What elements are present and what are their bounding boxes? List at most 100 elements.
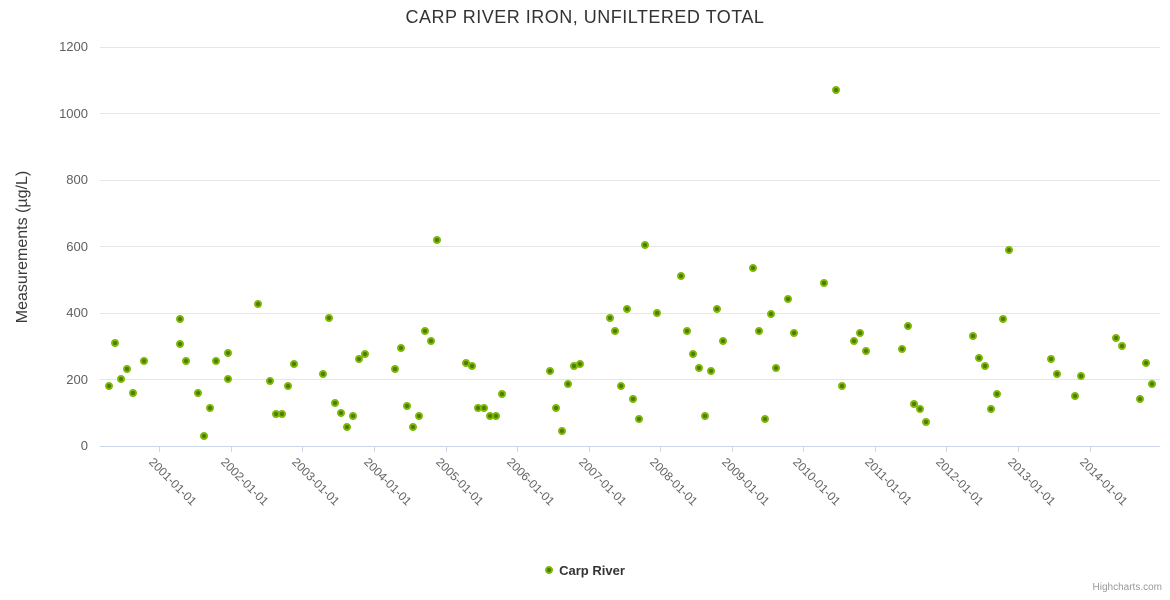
data-point[interactable] xyxy=(182,356,191,365)
data-point[interactable] xyxy=(498,390,507,399)
data-point[interactable] xyxy=(623,305,632,314)
data-point[interactable] xyxy=(921,418,930,427)
data-point[interactable] xyxy=(361,350,369,359)
data-point[interactable] xyxy=(1118,342,1127,350)
x-axis-tick xyxy=(803,445,805,452)
data-point[interactable] xyxy=(688,350,697,359)
data-point[interactable] xyxy=(772,363,781,372)
data-point[interactable] xyxy=(1052,370,1061,379)
data-point[interactable] xyxy=(611,327,620,335)
data-point[interactable] xyxy=(319,370,328,379)
data-point[interactable] xyxy=(176,315,185,324)
data-point[interactable] xyxy=(122,365,131,374)
data-point[interactable] xyxy=(1076,371,1085,380)
data-point[interactable] xyxy=(629,395,638,404)
data-point[interactable] xyxy=(897,345,906,354)
data-point[interactable] xyxy=(337,408,346,417)
data-point[interactable] xyxy=(432,235,441,244)
data-point[interactable] xyxy=(575,360,584,369)
data-point[interactable] xyxy=(981,361,990,370)
data-point[interactable] xyxy=(617,381,626,390)
data-point[interactable] xyxy=(754,327,763,335)
data-point[interactable] xyxy=(635,415,644,424)
data-point[interactable] xyxy=(760,415,769,424)
data-point[interactable] xyxy=(820,278,829,287)
data-point[interactable] xyxy=(223,348,232,357)
data-point[interactable] xyxy=(355,355,363,364)
data-point[interactable] xyxy=(128,388,137,397)
data-point[interactable] xyxy=(700,411,709,420)
data-point[interactable] xyxy=(1148,380,1157,389)
legend[interactable]: Carp River xyxy=(0,561,1170,579)
data-point[interactable] xyxy=(1112,333,1121,342)
data-point[interactable] xyxy=(289,360,298,369)
data-point[interactable] xyxy=(712,305,721,314)
data-point[interactable] xyxy=(999,315,1007,324)
x-axis-tick xyxy=(230,445,232,452)
data-point[interactable] xyxy=(206,403,214,412)
data-point[interactable] xyxy=(718,337,727,345)
data-point[interactable] xyxy=(277,410,286,419)
data-point[interactable] xyxy=(426,337,435,345)
data-point[interactable] xyxy=(551,403,560,412)
data-point[interactable] xyxy=(468,361,477,370)
data-point[interactable] xyxy=(987,405,996,414)
data-point[interactable] xyxy=(480,403,489,412)
data-point[interactable] xyxy=(390,365,399,374)
data-point[interactable] xyxy=(211,356,220,365)
data-point[interactable] xyxy=(861,347,870,355)
data-point[interactable] xyxy=(349,411,358,420)
data-point[interactable] xyxy=(766,310,775,319)
data-point[interactable] xyxy=(790,328,799,337)
data-point[interactable] xyxy=(993,390,1001,399)
data-point[interactable] xyxy=(557,426,566,435)
data-point[interactable] xyxy=(420,327,429,335)
data-point[interactable] xyxy=(492,411,501,420)
data-point[interactable] xyxy=(331,398,340,407)
data-point[interactable] xyxy=(1142,358,1151,367)
data-point[interactable] xyxy=(641,240,650,249)
data-point[interactable] xyxy=(414,411,423,420)
data-point[interactable] xyxy=(784,295,793,304)
x-axis-tick xyxy=(731,445,733,452)
data-point[interactable] xyxy=(677,272,685,281)
data-point[interactable] xyxy=(903,322,912,330)
data-point[interactable] xyxy=(223,375,232,384)
data-point[interactable] xyxy=(545,366,554,375)
data-point[interactable] xyxy=(838,381,846,390)
data-point[interactable] xyxy=(104,381,113,390)
data-point[interactable] xyxy=(969,332,978,340)
data-point[interactable] xyxy=(849,337,858,345)
data-point[interactable] xyxy=(283,381,292,390)
data-point[interactable] xyxy=(915,405,924,414)
data-point[interactable] xyxy=(194,388,203,397)
data-point[interactable] xyxy=(683,327,691,335)
data-point[interactable] xyxy=(855,328,864,337)
data-point[interactable] xyxy=(110,338,119,347)
data-point[interactable] xyxy=(653,308,662,317)
data-point[interactable] xyxy=(909,400,918,409)
highcharts-credits-link[interactable]: Highcharts.com xyxy=(1092,582,1162,593)
data-point[interactable] xyxy=(563,380,572,389)
data-point[interactable] xyxy=(1005,245,1013,254)
data-point[interactable] xyxy=(116,375,125,384)
data-point[interactable] xyxy=(200,431,208,440)
data-point[interactable] xyxy=(140,356,149,365)
data-point[interactable] xyxy=(408,423,417,432)
data-point[interactable] xyxy=(265,376,274,385)
data-point[interactable] xyxy=(396,343,405,352)
data-point[interactable] xyxy=(1046,355,1055,364)
data-point[interactable] xyxy=(694,363,703,372)
data-point[interactable] xyxy=(253,300,262,309)
data-point[interactable] xyxy=(1070,391,1079,400)
data-point[interactable] xyxy=(176,340,185,349)
data-point[interactable] xyxy=(748,263,757,272)
data-point[interactable] xyxy=(832,86,840,94)
data-point[interactable] xyxy=(706,366,715,375)
data-point[interactable] xyxy=(975,353,984,362)
data-point[interactable] xyxy=(343,423,352,432)
data-point[interactable] xyxy=(1136,395,1145,404)
data-point[interactable] xyxy=(402,401,411,410)
data-point[interactable] xyxy=(605,313,614,322)
data-point[interactable] xyxy=(325,313,334,322)
